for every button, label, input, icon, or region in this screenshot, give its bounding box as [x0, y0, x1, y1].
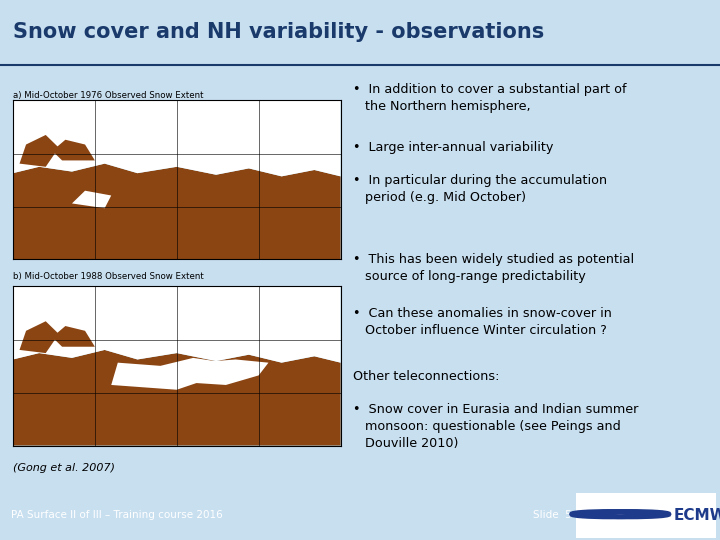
Text: a) Mid-October 1976 Observed Snow Extent: a) Mid-October 1976 Observed Snow Extent	[13, 91, 204, 100]
Text: •  In addition to cover a substantial part of
   the Northern hemisphere,: • In addition to cover a substantial par…	[353, 83, 626, 113]
Text: •  In particular during the accumulation
   period (e.g. Mid October): • In particular during the accumulation …	[353, 174, 607, 204]
Polygon shape	[19, 135, 59, 167]
Polygon shape	[177, 360, 269, 385]
Text: (Gong et al. 2007): (Gong et al. 2007)	[13, 463, 115, 474]
Polygon shape	[72, 191, 111, 208]
Polygon shape	[13, 100, 341, 177]
Polygon shape	[53, 140, 95, 160]
Text: ECMWF: ECMWF	[673, 508, 720, 523]
Polygon shape	[13, 286, 341, 363]
Polygon shape	[19, 321, 59, 353]
Text: b) Mid-October 1988 Observed Snow Extent: b) Mid-October 1988 Observed Snow Extent	[13, 272, 204, 281]
Text: Snow cover and NH variability - observations: Snow cover and NH variability - observat…	[13, 22, 544, 42]
Text: •  Snow cover in Eurasia and Indian summer
   monsoon: questionable (see Peings : • Snow cover in Eurasia and Indian summe…	[353, 403, 638, 450]
FancyBboxPatch shape	[576, 493, 716, 537]
Text: Other teleconnections:: Other teleconnections:	[353, 369, 499, 382]
Polygon shape	[13, 350, 341, 446]
Text: PA Surface II of III – Training course 2016: PA Surface II of III – Training course 2…	[11, 510, 222, 520]
Text: •  Can these anomalies in snow-cover in
   October influence Winter circulation : • Can these anomalies in snow-cover in O…	[353, 307, 612, 337]
Polygon shape	[53, 326, 95, 347]
Polygon shape	[13, 164, 341, 259]
Text: •  This has been widely studied as potential
   source of long-range predictabil: • This has been widely studied as potent…	[353, 253, 634, 283]
Polygon shape	[111, 358, 226, 390]
Text: •  Large inter-annual variability: • Large inter-annual variability	[353, 141, 553, 154]
Text: Slide  5: Slide 5	[533, 510, 572, 520]
